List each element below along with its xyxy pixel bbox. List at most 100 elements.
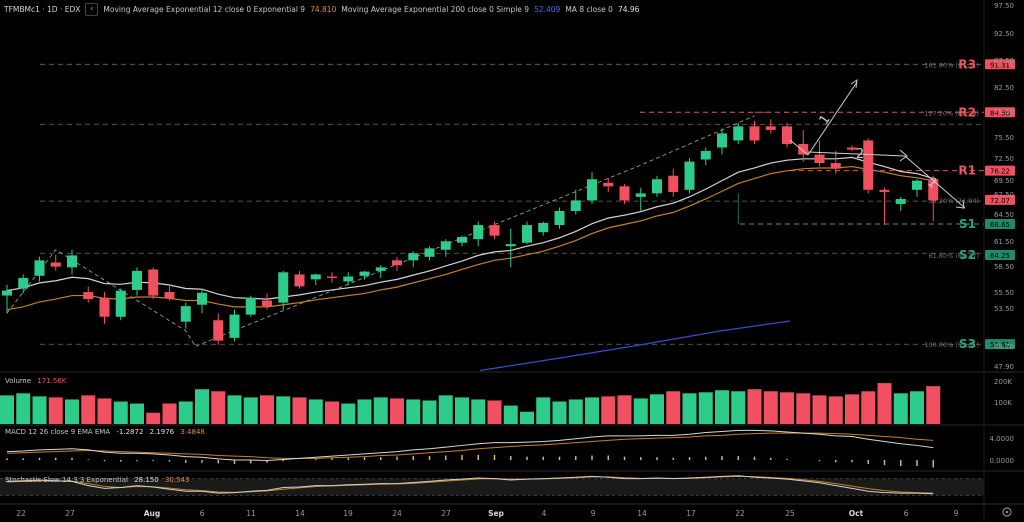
candle-body xyxy=(554,210,565,226)
level-name-S3: S3 xyxy=(959,337,976,351)
time-tick-label: 6 xyxy=(200,509,205,518)
candle-body xyxy=(505,244,516,247)
volume-bar xyxy=(16,393,31,424)
indicator-3-label[interactable]: MA 8 close 0 xyxy=(565,5,613,14)
indicator-2-label[interactable]: Moving Average Exponential 200 close 0 S… xyxy=(341,5,530,14)
stoch-value-2: 30.543 xyxy=(164,476,190,484)
candle-body xyxy=(928,179,939,201)
indicator-1-label[interactable]: Moving Average Exponential 12 close 0 Ex… xyxy=(103,5,306,14)
time-tick-label: Aug xyxy=(144,509,161,518)
level-price-badge xyxy=(985,59,1015,70)
volume-bar xyxy=(910,391,924,424)
level-price-badge xyxy=(985,339,1015,350)
level-price-value: 72.07 xyxy=(990,197,1010,205)
candle-body xyxy=(733,126,744,141)
volume-bar xyxy=(325,401,339,424)
stoch-label[interactable]: Stochastic Slow 14 3 3 Exponential xyxy=(5,476,128,484)
price-tick-label: 69.50 xyxy=(994,177,1014,185)
candle-body xyxy=(294,274,305,287)
candle-body xyxy=(440,241,451,250)
fib-label: 38.20% (71.94) xyxy=(928,197,979,205)
volume-bar xyxy=(341,403,356,424)
volume-bar xyxy=(650,394,664,424)
candle-body xyxy=(424,248,435,257)
time-axis: 22 27 Aug 6 11 14 19 24 27 Sep 4 9 14 17 22 25 Oct 6 9 xyxy=(16,509,958,518)
volume-bar xyxy=(211,391,226,424)
fib-label: 161.80% (91.31) xyxy=(924,61,979,69)
volume-bar xyxy=(406,399,421,424)
candle-body xyxy=(489,225,500,236)
level-price-value: 76.22 xyxy=(990,168,1010,176)
macd-value-2: 2.1976 xyxy=(149,428,175,436)
time-tick-label: 22 xyxy=(735,509,745,518)
volume-bar xyxy=(260,395,274,424)
macd-tick-label: 0.0000 xyxy=(990,457,1015,465)
candle-body xyxy=(2,290,12,296)
ema200-line xyxy=(479,320,791,372)
volume-bar xyxy=(146,412,161,424)
volume-bar xyxy=(682,393,697,424)
volume-bar xyxy=(113,401,128,424)
wave-1b-line xyxy=(904,155,966,209)
time-tick-label: 6 xyxy=(904,509,909,518)
volume-bar xyxy=(552,401,567,424)
candle-body xyxy=(895,198,906,204)
volume-bar xyxy=(601,396,616,424)
stoch-value-1: 28.150 xyxy=(134,476,159,484)
price-tick-label: 53.50 xyxy=(994,305,1014,313)
candle-body xyxy=(164,292,175,299)
volume-pane: 200K 100K xyxy=(0,378,1012,424)
macd-line xyxy=(6,429,934,462)
candle-body xyxy=(814,154,825,164)
candlesticks xyxy=(2,119,939,345)
volume-bar xyxy=(438,395,453,424)
settings-gear-icon[interactable] xyxy=(1002,507,1012,517)
level-price-badge xyxy=(985,194,1015,205)
price-axis: 97.50 92.50 87.50 82.50 79.50 75.50 72.50 69.50… xyxy=(994,2,1014,371)
candle-body xyxy=(245,297,256,315)
volume-bar xyxy=(357,399,372,424)
fibonacci-lines xyxy=(40,63,984,345)
candle-body xyxy=(34,260,45,276)
candle-body xyxy=(749,126,760,141)
price-tick-label: 75.50 xyxy=(994,134,1014,142)
level-price-value: 91.31 xyxy=(990,61,1010,69)
candle-body xyxy=(392,260,402,266)
candle-body xyxy=(18,277,29,289)
time-tick-label: 17 xyxy=(686,509,696,518)
candle-body xyxy=(879,189,890,192)
symbol-label[interactable]: TFMBMc1 · 1D · EDX xyxy=(4,5,81,14)
candle-body xyxy=(782,126,792,144)
volume-label[interactable]: Volume xyxy=(5,377,32,385)
candle-body xyxy=(684,161,695,190)
time-tick-label: 14 xyxy=(295,509,305,518)
volume-bar xyxy=(471,399,486,424)
macd-signal-line xyxy=(6,432,934,459)
volume-bar xyxy=(0,395,14,424)
candle-body xyxy=(132,270,142,290)
candle-body xyxy=(99,297,110,317)
candle-body xyxy=(375,267,386,271)
volume-bar xyxy=(81,395,96,424)
wave-1-line xyxy=(807,151,906,157)
volume-bar xyxy=(666,391,681,424)
price-tick-label: 64.50 xyxy=(994,211,1014,219)
time-tick-label: 9 xyxy=(954,509,959,518)
volume-bar xyxy=(195,389,209,424)
collapse-legend-button[interactable]: ‹ xyxy=(85,3,99,16)
indicator-1-value: 74.810 xyxy=(310,5,337,14)
price-tick-label: 47.90 xyxy=(994,363,1014,371)
candle-body xyxy=(278,272,289,303)
candle-body xyxy=(197,292,207,305)
price-tick-label: 67.50 xyxy=(994,191,1014,199)
candle-body xyxy=(180,306,191,322)
level-price-badge xyxy=(985,165,1015,176)
volume-bar xyxy=(32,396,47,424)
price-tick-label: 82.50 xyxy=(994,84,1014,92)
macd-label[interactable]: MACD 12 26 close 9 EMA EMA xyxy=(5,428,111,436)
level-price-value: 64.25 xyxy=(990,252,1010,260)
level-price-badge xyxy=(985,219,1015,230)
pivot-levels: 161.80% (91.31)R3 91.31 127.20% (82.78)R2 8… xyxy=(640,57,1015,351)
candle-body xyxy=(538,222,549,233)
